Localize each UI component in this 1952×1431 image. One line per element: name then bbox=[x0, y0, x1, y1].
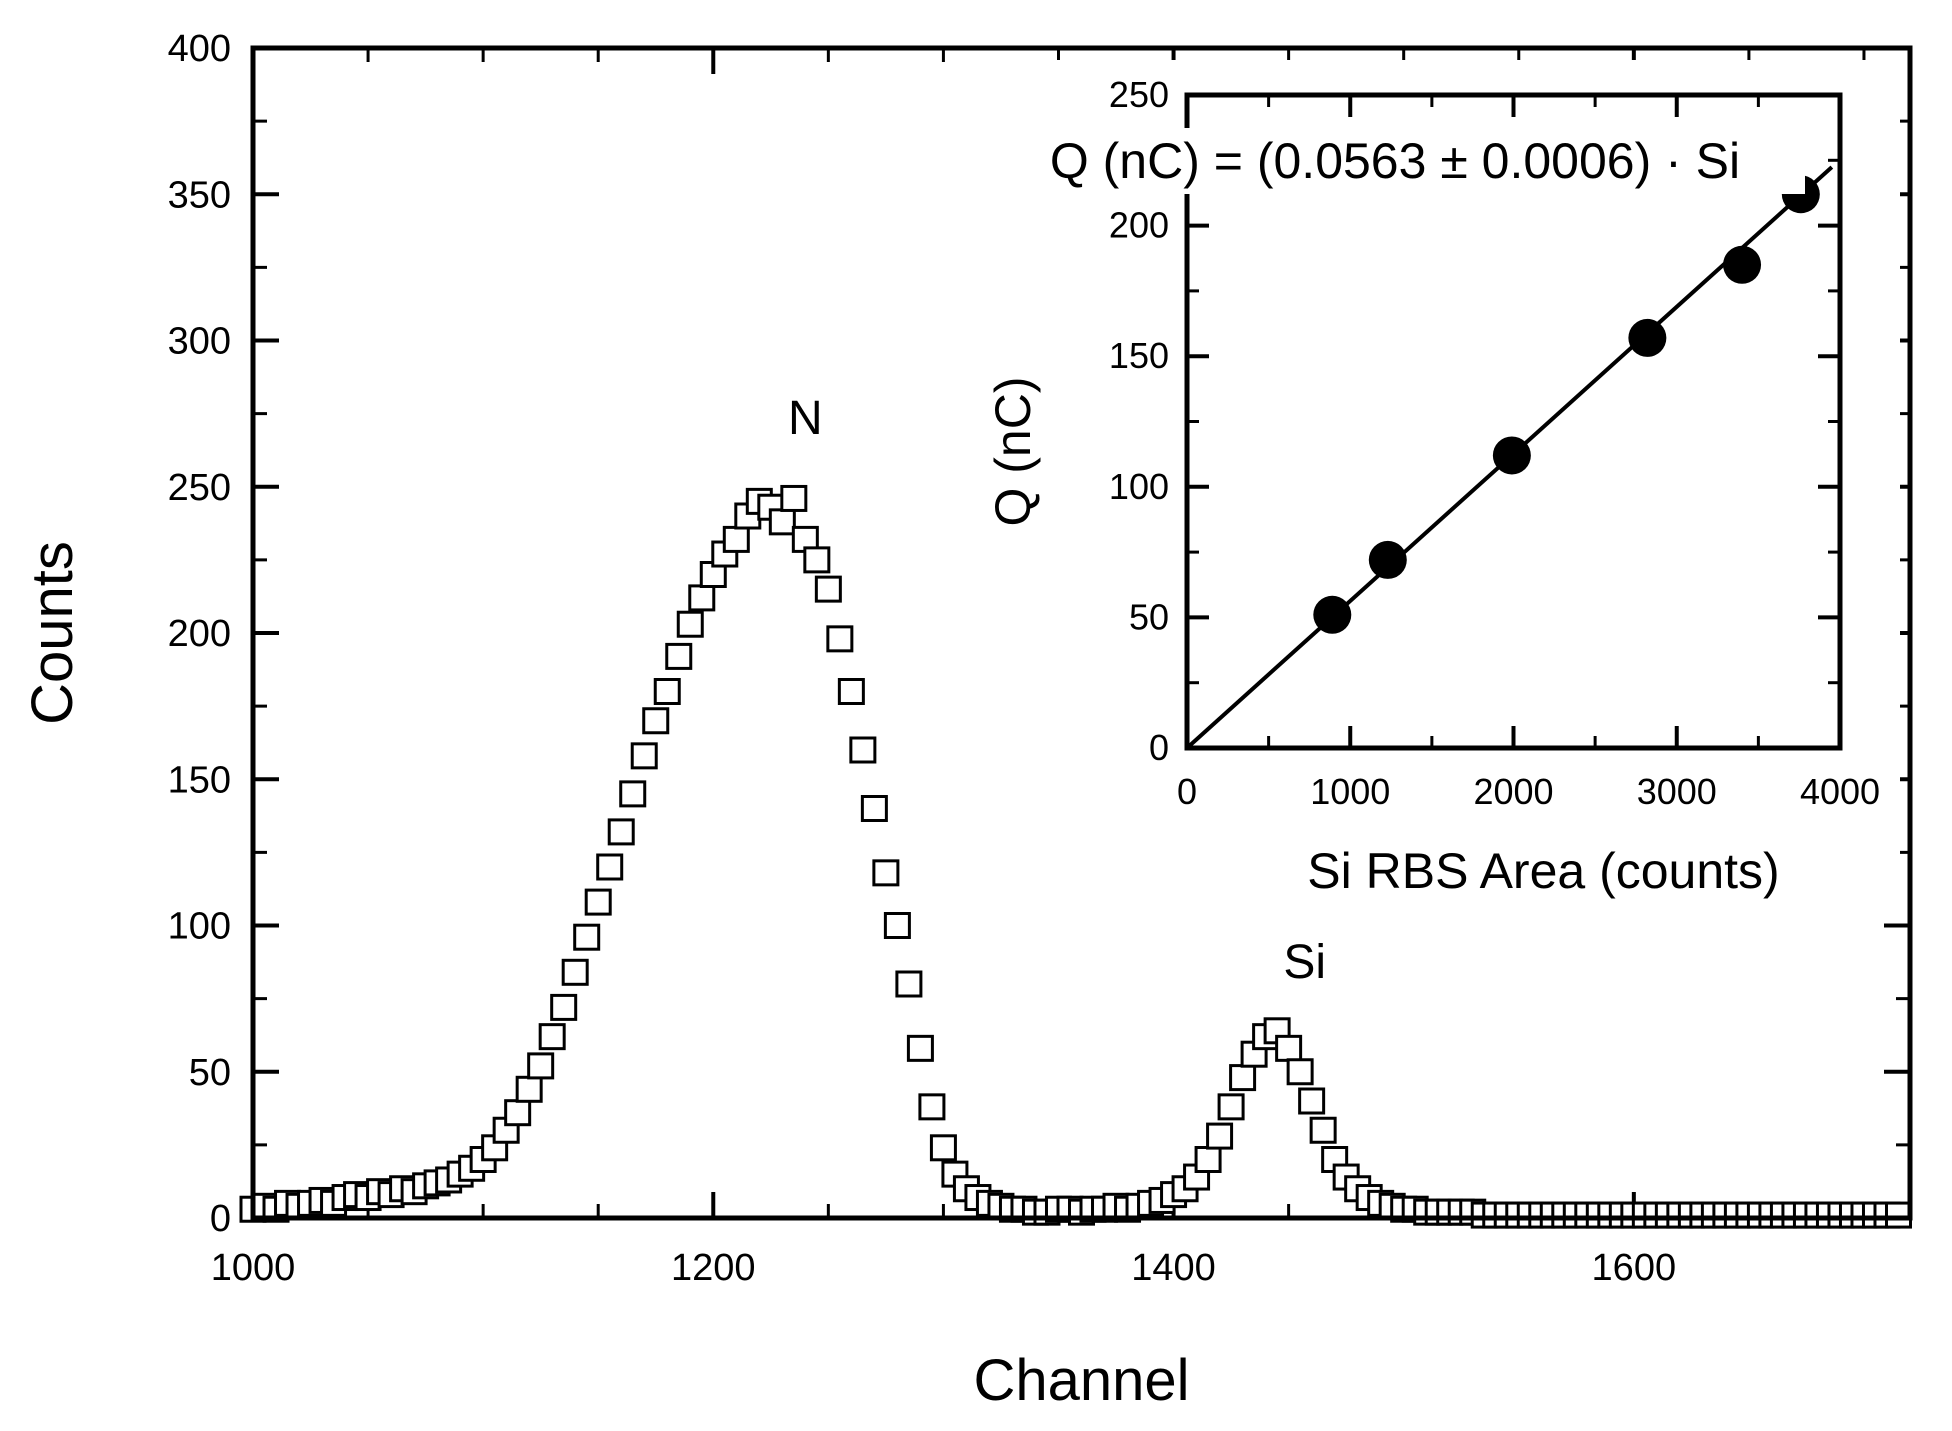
data-point bbox=[918, 1093, 946, 1121]
main-plot-frame bbox=[250, 45, 1913, 1221]
inset-data-point bbox=[1628, 318, 1667, 357]
y-tick-label: 300 bbox=[168, 321, 231, 363]
y-tick-label: 150 bbox=[168, 759, 231, 801]
peak-label-n: N bbox=[788, 392, 823, 445]
inset-data-point bbox=[1368, 540, 1407, 579]
data-point bbox=[1194, 1146, 1222, 1173]
inset-y-tick-label: 250 bbox=[1109, 74, 1169, 115]
data-point bbox=[803, 546, 831, 574]
inset-x-tick-label: 4000 bbox=[1800, 771, 1880, 812]
data-point bbox=[596, 853, 624, 881]
data-point bbox=[630, 742, 658, 770]
x-axis-title: Channel bbox=[973, 1348, 1189, 1413]
inset-data-points bbox=[1313, 175, 1820, 634]
data-point bbox=[561, 958, 589, 986]
inset-y-tick-label: 0 bbox=[1149, 727, 1169, 768]
data-point bbox=[653, 678, 681, 705]
data-point bbox=[1298, 1087, 1326, 1115]
data-point bbox=[527, 1052, 555, 1080]
data-point bbox=[515, 1075, 543, 1103]
x-tick-label: 1600 bbox=[1592, 1247, 1677, 1289]
inset-data-point bbox=[1723, 245, 1762, 284]
data-point bbox=[837, 678, 865, 705]
inset-data-point bbox=[1313, 595, 1352, 634]
data-point bbox=[814, 575, 842, 603]
x-tick-label: 1200 bbox=[671, 1247, 756, 1289]
data-point bbox=[573, 923, 601, 951]
data-point bbox=[550, 993, 578, 1021]
inset-data-point bbox=[1492, 436, 1531, 475]
inset-x-tick-label: 2000 bbox=[1473, 771, 1553, 812]
data-point bbox=[1275, 1034, 1303, 1062]
y-axis-title: Counts bbox=[20, 541, 85, 725]
data-point bbox=[722, 525, 750, 553]
data-point bbox=[780, 484, 808, 512]
data-point bbox=[1884, 1201, 1912, 1229]
data-point bbox=[906, 1034, 934, 1062]
data-point bbox=[768, 508, 796, 536]
data-point bbox=[895, 970, 923, 998]
y-tick-label: 100 bbox=[168, 906, 231, 948]
y-tick-label: 0 bbox=[210, 1198, 231, 1240]
y-tick-label: 350 bbox=[168, 174, 231, 216]
x-tick-label: 1400 bbox=[1131, 1247, 1216, 1289]
data-point bbox=[1206, 1122, 1234, 1150]
main-data-points bbox=[239, 484, 1912, 1229]
inset-x-axis-title: Si RBS Area (counts) bbox=[1307, 843, 1779, 899]
data-point bbox=[883, 912, 911, 939]
y-tick-label: 200 bbox=[168, 613, 231, 655]
data-point bbox=[665, 642, 693, 670]
data-point bbox=[688, 584, 716, 612]
data-point bbox=[872, 859, 900, 887]
fit-equation-background bbox=[985, 128, 1805, 194]
inset-x-tick-label: 3000 bbox=[1637, 771, 1717, 812]
inset-y-tick-label: 200 bbox=[1109, 205, 1169, 246]
data-point bbox=[642, 707, 670, 735]
data-point bbox=[826, 625, 854, 653]
inset-y-tick-label: 50 bbox=[1129, 596, 1169, 637]
data-point bbox=[538, 1023, 566, 1051]
peak-label-si: Si bbox=[1283, 936, 1326, 989]
data-point bbox=[584, 888, 612, 916]
data-point bbox=[1217, 1093, 1245, 1121]
data-point bbox=[1286, 1058, 1314, 1086]
data-point bbox=[619, 780, 647, 808]
inset-y-tick-label: 100 bbox=[1109, 466, 1169, 507]
y-tick-label: 50 bbox=[189, 1052, 231, 1094]
fit-equation: Q (nC) = (0.0563 ± 0.0006) · Si bbox=[1050, 133, 1740, 189]
x-tick-label: 1000 bbox=[211, 1247, 296, 1289]
inset-plot-frame bbox=[1184, 92, 1843, 751]
inset-y-tick-label: 150 bbox=[1109, 335, 1169, 376]
data-point bbox=[504, 1099, 532, 1127]
data-point bbox=[676, 610, 704, 638]
inset-x-tick-label: 0 bbox=[1177, 771, 1197, 812]
inset-background bbox=[965, 60, 1900, 920]
data-point bbox=[929, 1134, 957, 1162]
inset-y-axis-title: Q (nC) bbox=[985, 377, 1041, 527]
data-point bbox=[1229, 1064, 1257, 1092]
y-tick-label: 250 bbox=[168, 467, 231, 509]
data-point bbox=[849, 736, 877, 764]
data-point bbox=[860, 795, 888, 822]
data-point bbox=[1309, 1116, 1337, 1144]
y-tick-label: 400 bbox=[168, 28, 231, 70]
inset-tick-labels: 0 1000 2000 3000 4000 0 50 100 150 200 250 bbox=[1109, 74, 1880, 812]
inset-x-tick-label: 1000 bbox=[1310, 771, 1390, 812]
data-point bbox=[607, 818, 635, 846]
